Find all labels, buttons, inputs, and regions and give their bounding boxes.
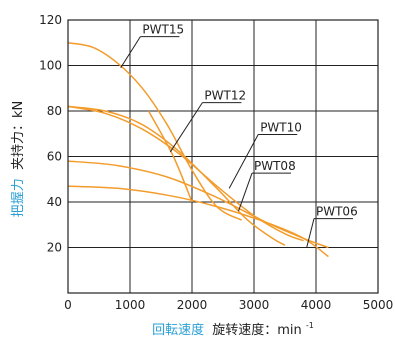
y-axis-title-secondary: 夹持力：kN: [11, 101, 26, 170]
x-tick-label: 0: [64, 298, 72, 312]
y-tick-label: 40: [47, 195, 62, 209]
series-line-pwt10: [67, 105, 304, 242]
x-tick-label: 3000: [239, 298, 270, 312]
series-line-pwt12: [67, 105, 286, 246]
y-axis-title: 把握力 夹持力：kN: [11, 101, 26, 217]
series-line-connector: [147, 110, 193, 203]
grid: [68, 20, 378, 293]
y-tick-label: 60: [47, 150, 62, 164]
callout-leader-pwt10: [228, 134, 259, 189]
x-tick-label: 4000: [301, 298, 332, 312]
series-lines: [67, 42, 329, 258]
series-label-pwt12: PWT12: [204, 89, 246, 103]
series-label-pwt15: PWT15: [142, 23, 184, 37]
y-axis-title-primary: 把握力: [11, 178, 26, 217]
series-label-pwt10: PWT10: [260, 120, 302, 134]
x-axis-title-primary: 回転速度: [152, 322, 204, 338]
series-line-pwt15: [67, 42, 242, 221]
series-label-pwt06: PWT06: [316, 205, 358, 219]
x-tick-label: 2000: [177, 298, 208, 312]
series-callouts: PWT15 PWT12 PWT10 PWT08 PWT06: [120, 23, 358, 248]
x-tick-label: 1000: [115, 298, 146, 312]
callout-leader-pwt06: [306, 218, 315, 248]
callout-leader-pwt12: [169, 102, 203, 153]
y-tick-label: 80: [47, 104, 62, 118]
plot-frame: [67, 19, 379, 294]
tick-labels: 0 1000 2000 3000 4000 5000 20 40 60 80 100 120: [39, 13, 393, 312]
y-tick-label: 100: [39, 59, 62, 73]
x-axis-title-superscript: -1: [306, 321, 314, 330]
x-tick-label: 5000: [363, 298, 394, 312]
x-axis-title: 回転速度 旋转速度：min -1: [152, 321, 314, 338]
series-line-pwt08: [67, 160, 329, 249]
y-tick-label: 20: [47, 241, 62, 255]
callout-leader-pwt08: [238, 172, 253, 212]
series-label-pwt08: PWT08: [254, 159, 296, 173]
y-tick-label: 120: [39, 13, 62, 27]
series-line-pwt06: [67, 185, 329, 258]
x-axis-title-secondary: 旋转速度：min: [212, 322, 302, 338]
callout-leader-pwt15: [120, 36, 141, 69]
